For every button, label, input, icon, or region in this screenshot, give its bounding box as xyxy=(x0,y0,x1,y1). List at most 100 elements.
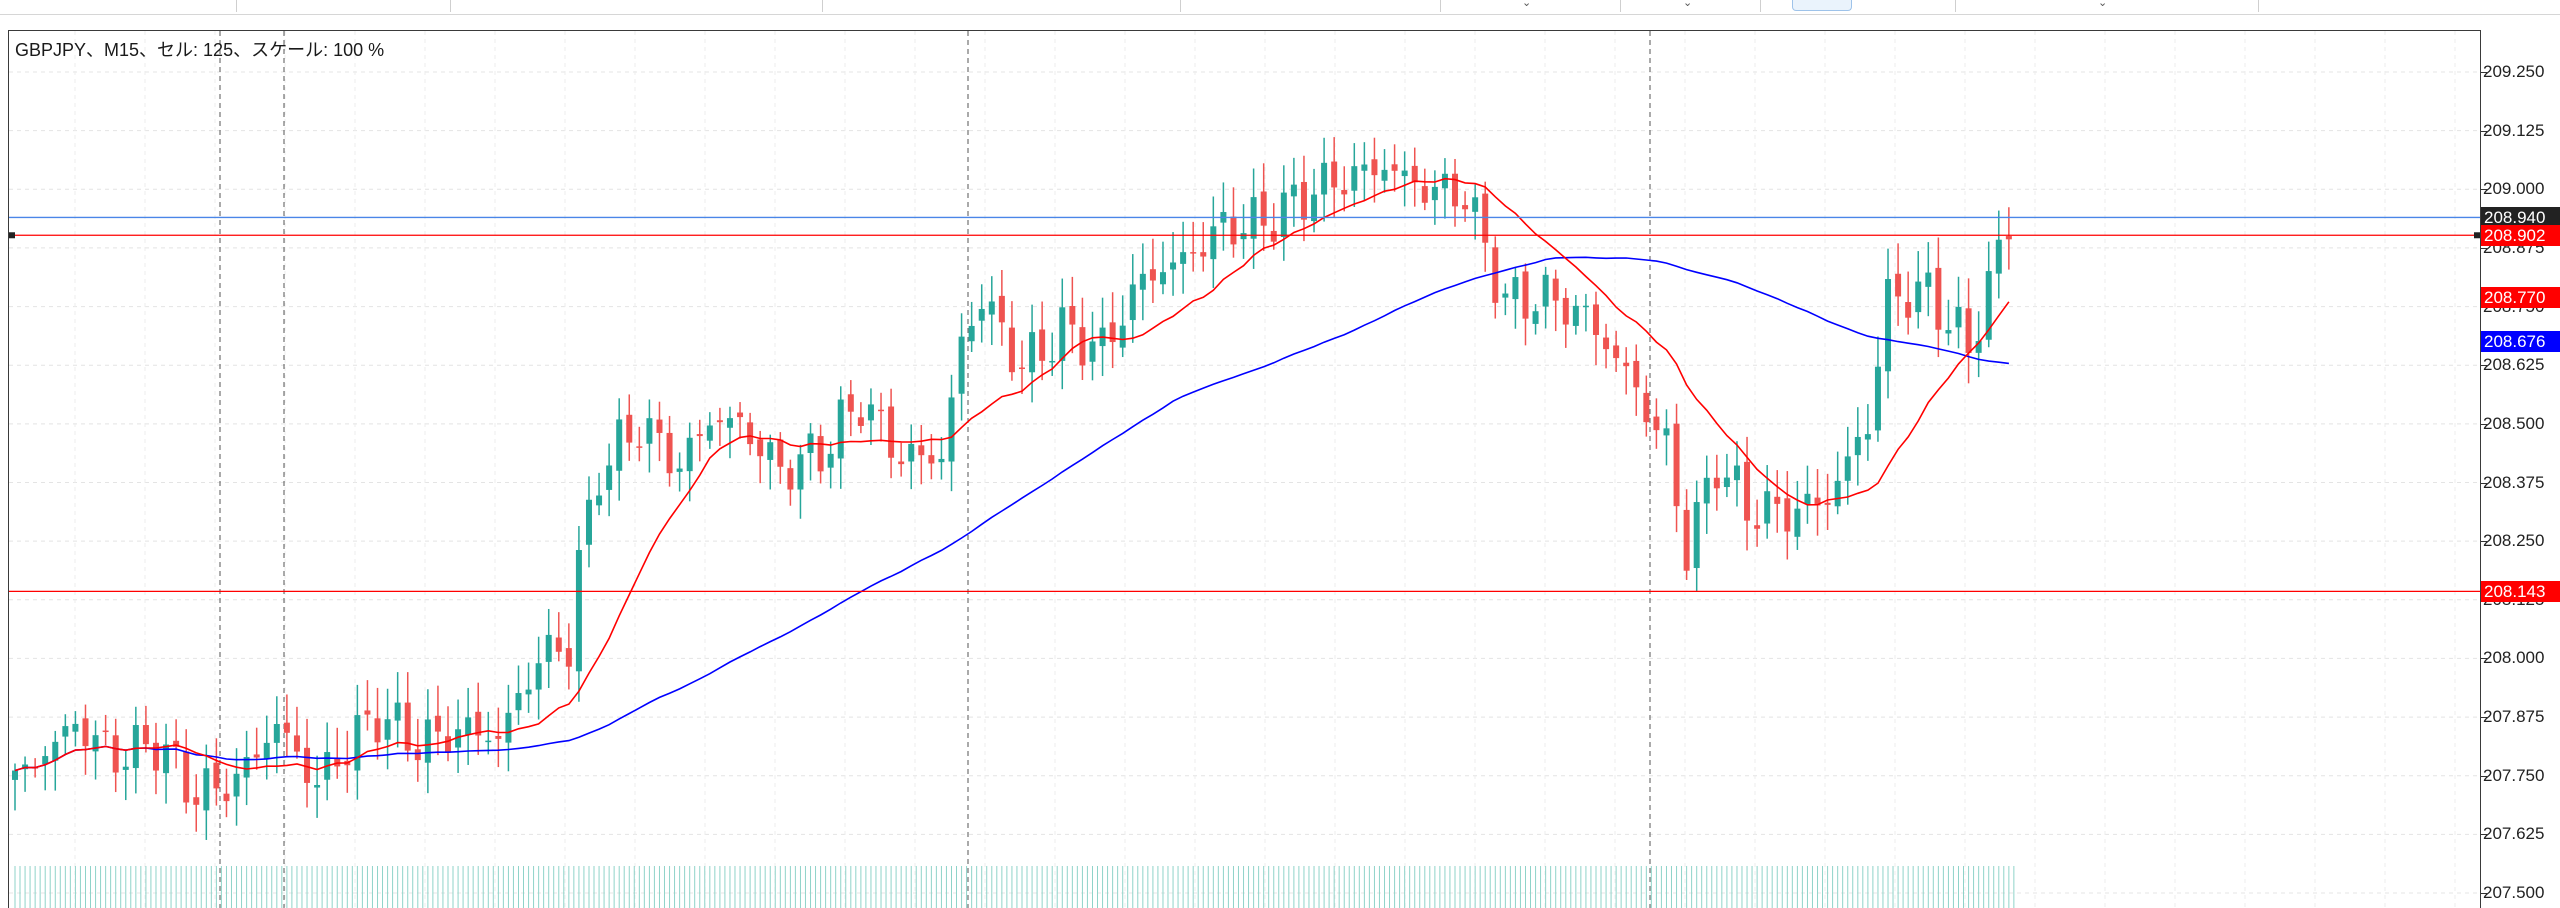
candle-body xyxy=(424,719,431,763)
axis-tick xyxy=(2481,247,2487,249)
candle-body xyxy=(908,443,915,462)
candle-body xyxy=(434,715,441,732)
candle-body xyxy=(485,740,492,743)
candle-body xyxy=(938,458,945,463)
candle-body xyxy=(354,715,361,771)
candle-body xyxy=(878,409,885,412)
axis-tick-label: 207.625 xyxy=(2483,824,2545,844)
candle-body xyxy=(747,422,754,445)
axis-tick-label: 209.125 xyxy=(2483,120,2545,140)
candle-body xyxy=(173,740,180,747)
chevron-down-icon[interactable]: ⌄ xyxy=(2098,0,2108,9)
candle-body xyxy=(394,702,401,721)
price-tag-hline: 208.143 xyxy=(2481,581,2560,603)
candle-body xyxy=(52,741,59,761)
candle-body xyxy=(1230,216,1237,245)
candle-body xyxy=(535,663,542,690)
candle-body xyxy=(495,735,502,739)
candle-body xyxy=(978,308,985,321)
candle-body xyxy=(1653,416,1660,431)
candle-body xyxy=(1512,277,1519,300)
candle-body xyxy=(1663,428,1670,436)
candle-body xyxy=(475,711,482,736)
ma-slow-line xyxy=(14,256,2009,772)
candle-body xyxy=(857,417,864,426)
candle-body xyxy=(1452,173,1459,207)
candle-body xyxy=(616,419,623,471)
candle-body xyxy=(1703,477,1710,504)
candle-body xyxy=(1834,480,1841,507)
price-tag-bid: 208.940 xyxy=(2481,207,2560,229)
toolbar-separator xyxy=(1955,0,1956,12)
candle-body xyxy=(696,434,703,437)
candle-body xyxy=(636,446,643,448)
candle-body xyxy=(1633,360,1640,388)
candle-body xyxy=(1482,193,1489,243)
axis-tick-label: 207.500 xyxy=(2483,883,2545,902)
candle-body xyxy=(1391,164,1398,171)
candle-body xyxy=(1331,161,1338,188)
line-handle xyxy=(2474,232,2480,239)
candle-body xyxy=(1754,525,1761,529)
chevron-down-icon[interactable]: ⌄ xyxy=(1522,0,1532,9)
candle-body xyxy=(1049,360,1056,363)
candle-body xyxy=(142,725,149,745)
candle-body xyxy=(888,406,895,458)
candle-body xyxy=(1643,392,1650,423)
candle-body xyxy=(1744,461,1751,521)
candle-body xyxy=(1039,329,1046,361)
toolbar-separator xyxy=(236,0,237,12)
candle-body xyxy=(1321,162,1328,195)
candle-body xyxy=(1925,272,1932,287)
candle-body xyxy=(646,418,653,444)
candle-body xyxy=(223,793,230,802)
candle-body xyxy=(1351,166,1358,191)
candle-body xyxy=(827,453,834,468)
candle-body xyxy=(1441,173,1448,189)
axis-tick xyxy=(2481,893,2487,894)
candle-body xyxy=(1764,491,1771,524)
candle-body xyxy=(676,468,683,472)
candle-body xyxy=(797,454,804,490)
candle-body xyxy=(1854,436,1861,456)
axis-tick xyxy=(2481,482,2487,484)
candle-body xyxy=(445,736,452,753)
candle-body xyxy=(1552,278,1559,301)
chart-plot-area[interactable] xyxy=(8,30,2481,908)
toolbar-active-button[interactable] xyxy=(1792,0,1852,11)
chevron-down-icon[interactable]: ⌄ xyxy=(1683,0,1693,9)
candle-body xyxy=(1260,191,1267,226)
candle-body xyxy=(314,785,321,788)
candle-body xyxy=(666,432,673,474)
candle-body xyxy=(998,295,1005,323)
candle-body xyxy=(1129,284,1136,321)
candle-body xyxy=(1311,194,1318,222)
candle-body xyxy=(1139,273,1146,290)
toolbar-separator xyxy=(1440,0,1441,12)
candle-body xyxy=(656,419,663,433)
candle-body xyxy=(1784,498,1791,532)
candle-body xyxy=(2005,236,2012,240)
candle-body xyxy=(1411,165,1418,183)
candle-body xyxy=(1995,239,2002,274)
toolbar-separator xyxy=(1180,0,1181,12)
candle-body xyxy=(1592,304,1599,335)
candle-body xyxy=(1210,226,1217,260)
candle-body xyxy=(1361,164,1368,171)
candle-body xyxy=(132,725,139,769)
candle-body xyxy=(193,797,200,805)
candle-body xyxy=(203,768,210,811)
candle-body xyxy=(404,702,411,751)
axis-tick-label: 208.500 xyxy=(2483,413,2545,433)
candle-body xyxy=(1341,190,1348,195)
candle-body xyxy=(183,751,190,803)
axis-tick xyxy=(2481,834,2487,836)
candle-body xyxy=(1975,341,1982,353)
candle-body xyxy=(334,757,341,767)
candle-body xyxy=(1804,493,1811,504)
candle-body xyxy=(1562,297,1569,325)
price-tag-ask: 208.902 xyxy=(2481,225,2560,247)
toolbar-separator xyxy=(1620,0,1621,12)
candle-body xyxy=(1723,477,1730,488)
toolbar-separator xyxy=(822,0,823,12)
